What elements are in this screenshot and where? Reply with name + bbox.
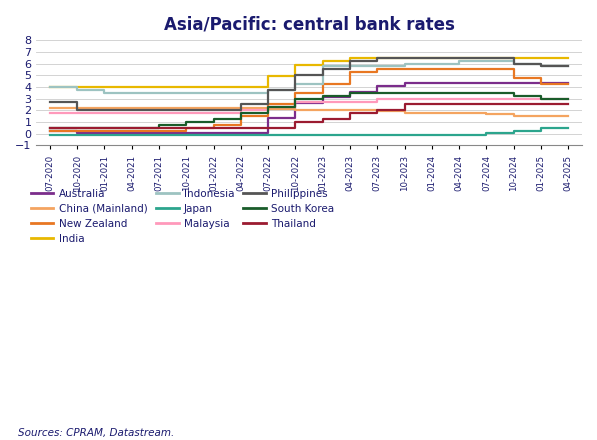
Text: Sources: CPRAM, Datastream.: Sources: CPRAM, Datastream. bbox=[18, 428, 174, 438]
Legend: Australia, China (Mainland), New Zealand, India, Indonesia, Japan, Malaysia, Phi: Australia, China (Mainland), New Zealand… bbox=[30, 188, 334, 244]
Title: Asia/Pacific: central bank rates: Asia/Pacific: central bank rates bbox=[164, 15, 454, 33]
